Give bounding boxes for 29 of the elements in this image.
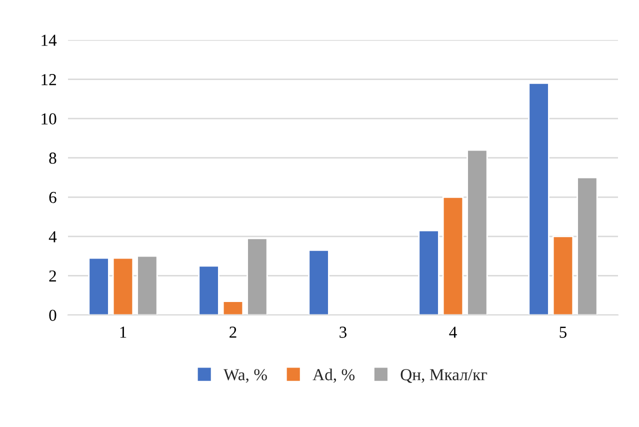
bar xyxy=(136,255,158,315)
bar xyxy=(246,238,268,315)
x-tick-label: 4 xyxy=(449,326,457,338)
bar xyxy=(198,265,220,315)
y-tick-label: 6 xyxy=(49,192,56,204)
legend-label: Qн, Мкал/кг xyxy=(400,369,488,383)
x-tick-label: 1 xyxy=(120,326,126,338)
x-tick-label: 3 xyxy=(340,326,347,338)
y-tick-label: 2 xyxy=(49,270,56,282)
x-tick-label: 5 xyxy=(560,326,567,338)
y-tick-label: 4 xyxy=(48,231,57,242)
y-tick-label: 10 xyxy=(42,113,56,125)
bar xyxy=(88,257,110,315)
x-tick-label: 2 xyxy=(230,326,236,338)
y-tick-label: 12 xyxy=(42,74,56,86)
bar xyxy=(466,149,488,315)
bar xyxy=(576,176,598,315)
y-tick-label: 8 xyxy=(49,152,56,164)
bar xyxy=(112,257,134,315)
bar xyxy=(418,230,440,315)
bar xyxy=(442,196,464,315)
legend-label: Wa, % xyxy=(224,369,267,383)
y-tick-label: 14 xyxy=(42,34,57,46)
bar xyxy=(528,82,550,315)
bar xyxy=(222,300,244,315)
bar xyxy=(308,249,330,315)
legend-label: Ad, % xyxy=(312,368,355,383)
y-tick-label: 0 xyxy=(49,310,56,321)
bar xyxy=(552,236,574,315)
